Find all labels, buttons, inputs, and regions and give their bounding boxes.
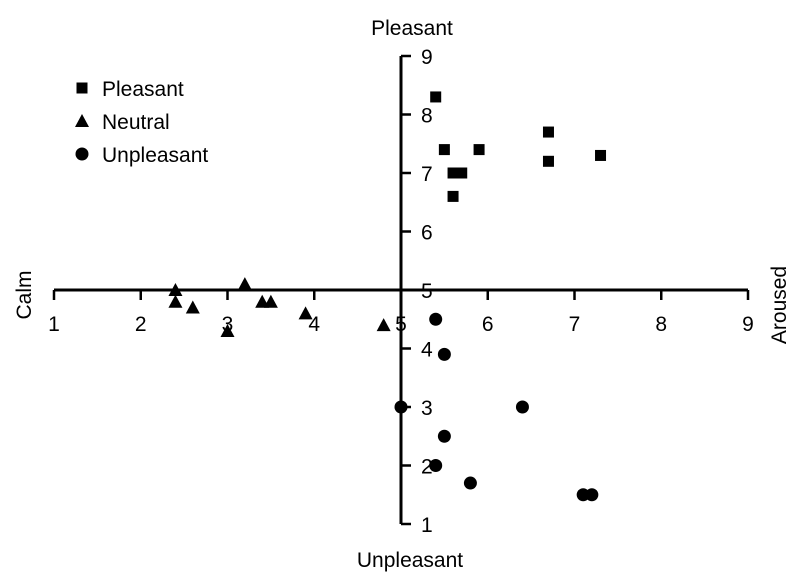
- point-unpleasant: [394, 400, 408, 414]
- point-unpleasant: [515, 400, 529, 414]
- point-unpleasant: [429, 312, 443, 326]
- x-tick-label: 5: [395, 313, 407, 336]
- point-unpleasant: [437, 347, 451, 361]
- y-tick-label: 1: [421, 514, 433, 537]
- tick-labels: 123456789123456789: [48, 46, 754, 537]
- legend-marker-unpleasant: [75, 147, 89, 161]
- x-tick-label: 1: [48, 313, 60, 336]
- point-neutral: [220, 323, 235, 337]
- legend-marker-neutral: [75, 114, 89, 127]
- point-pleasant: [595, 149, 607, 161]
- x-tick-label: 7: [569, 313, 581, 336]
- data-points: [168, 91, 607, 502]
- point-neutral: [185, 300, 200, 314]
- y-tick-label: 4: [421, 339, 433, 362]
- point-neutral: [298, 306, 313, 320]
- point-unpleasant: [585, 488, 599, 502]
- point-neutral: [168, 283, 183, 296]
- point-pleasant: [542, 155, 554, 167]
- point-unpleasant: [463, 476, 477, 490]
- x-tick-label: 2: [135, 313, 147, 336]
- legend-label-neutral: Neutral: [102, 111, 170, 134]
- point-neutral: [237, 277, 252, 291]
- axis-titles: Pleasant Unpleasant Calm Aroused: [13, 17, 791, 572]
- point-pleasant: [447, 190, 459, 202]
- y-tick-label: 9: [421, 46, 433, 69]
- point-pleasant: [430, 91, 442, 103]
- point-neutral: [263, 294, 278, 308]
- x-tick-label: 6: [482, 313, 494, 336]
- point-pleasant: [438, 144, 450, 156]
- x-tick-label: 8: [655, 313, 667, 336]
- legend-marker-pleasant: [76, 82, 88, 94]
- axis-title-bottom: Unpleasant: [357, 549, 463, 572]
- point-pleasant: [456, 167, 468, 179]
- legend-label-pleasant: Pleasant: [102, 78, 184, 101]
- point-pleasant: [542, 126, 554, 138]
- y-tick-label: 7: [421, 163, 433, 186]
- point-pleasant: [447, 167, 459, 179]
- x-tick-label: 9: [742, 313, 754, 336]
- point-unpleasant: [437, 429, 451, 443]
- axis-title-left: Calm: [13, 270, 36, 319]
- y-tick-label: 6: [421, 222, 433, 245]
- y-tick-label: 5: [421, 280, 433, 303]
- axis-title-top: Pleasant: [371, 17, 453, 40]
- y-tick-label: 8: [421, 105, 433, 128]
- point-neutral: [376, 318, 391, 332]
- point-unpleasant: [429, 459, 443, 472]
- axis-title-right: Aroused: [768, 266, 791, 344]
- y-tick-label: 3: [421, 397, 433, 420]
- y-tick-label: 2: [421, 456, 433, 479]
- point-pleasant: [473, 144, 485, 156]
- legend-label-unpleasant: Unpleasant: [102, 144, 208, 167]
- point-neutral: [168, 294, 183, 308]
- legend: Pleasant Neutral Unpleasant: [75, 78, 208, 167]
